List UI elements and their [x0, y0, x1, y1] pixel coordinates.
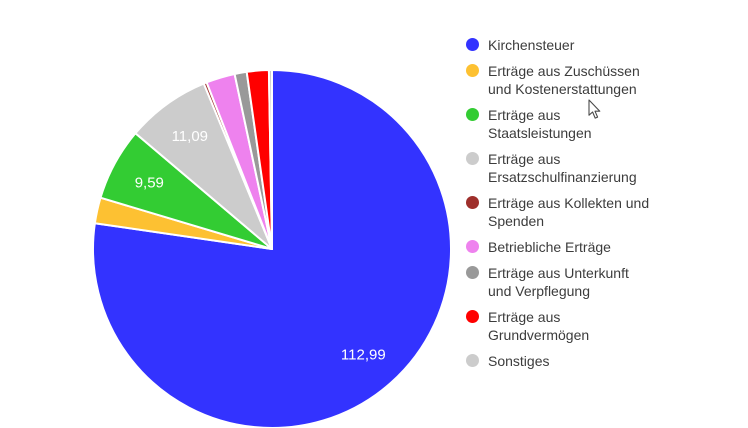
pie-slice[interactable]	[267, 69, 273, 250]
legend-color-dot-icon	[466, 240, 479, 253]
slice-label: 11,09	[172, 128, 208, 145]
legend-item-label: Erträge aus Unterkunft und Verpflegung	[488, 265, 629, 299]
legend: Kirchensteuer Erträge aus Zuschüssen und…	[466, 36, 696, 370]
legend-item: Betriebliche Erträge	[466, 238, 696, 256]
legend-item: Erträge aus Ersatzschulfinanzierung	[466, 150, 696, 186]
legend-item: Kirchensteuer	[466, 36, 696, 54]
legend-color-dot-icon	[466, 108, 479, 121]
legend-color-dot-icon	[466, 38, 479, 51]
legend-item-label: Erträge aus Zuschüssen und Kostenerstatt…	[488, 63, 640, 97]
legend-item: Erträge aus Grundvermögen	[466, 308, 696, 344]
legend-color-dot-icon	[466, 152, 479, 165]
slice-label: 112,99	[341, 347, 386, 364]
legend-color-dot-icon	[466, 354, 479, 367]
legend-color-dot-icon	[466, 196, 479, 209]
legend-item-label: Betriebliche Erträge	[488, 239, 611, 255]
legend-item-label: Sonstiges	[488, 353, 550, 369]
legend-item: Erträge aus Zuschüssen und Kostenerstatt…	[466, 62, 696, 98]
legend-item: Erträge aus Unterkunft und Verpflegung	[466, 264, 696, 300]
legend-item: Sonstiges	[466, 352, 696, 370]
legend-color-dot-icon	[466, 310, 479, 323]
legend-color-dot-icon	[466, 64, 479, 77]
legend-item: Erträge aus Kollekten und Spenden	[466, 194, 696, 230]
legend-item-label: Erträge aus Staatsleistungen	[488, 107, 592, 141]
legend-color-dot-icon	[466, 266, 479, 279]
legend-item-label: Erträge aus Grundvermögen	[488, 309, 590, 343]
legend-item-label: Kirchensteuer	[488, 37, 575, 53]
legend-item-label: Erträge aus Kollekten und Spenden	[488, 195, 650, 229]
legend-item-label: Erträge aus Ersatzschulfinanzierung	[488, 151, 637, 185]
slice-label: 9,59	[135, 175, 164, 192]
legend-item: Erträge aus Staatsleistungen	[466, 106, 696, 142]
